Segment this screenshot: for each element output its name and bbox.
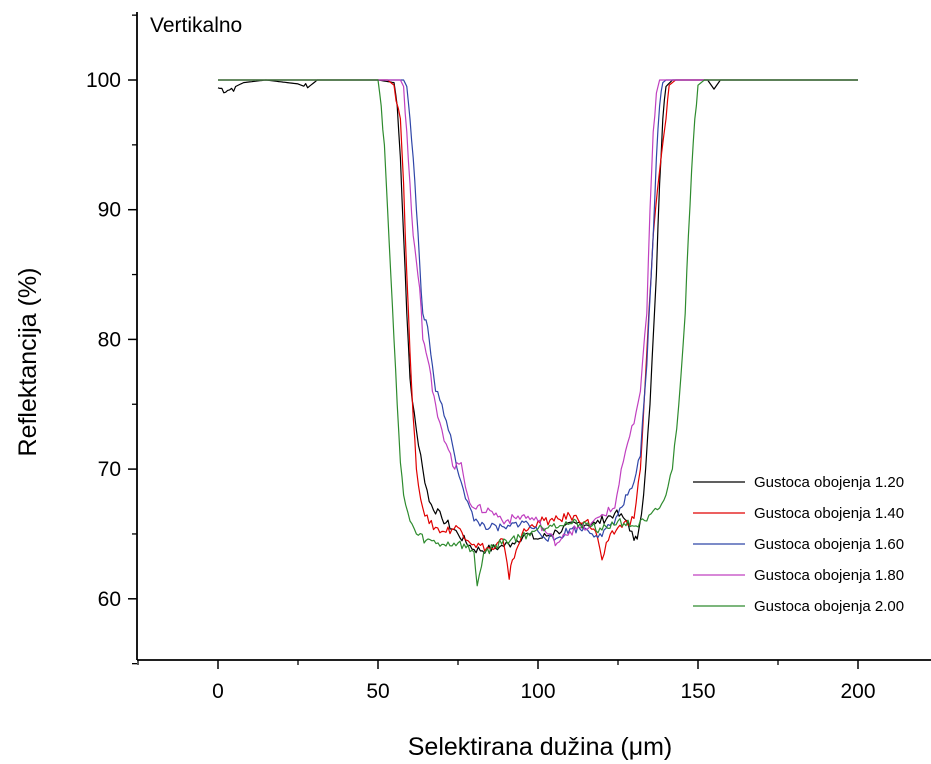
y-tick-label: 70	[98, 458, 121, 481]
y-tick-label: 80	[98, 328, 121, 351]
legend: Gustoca obojenja 1.20 Gustoca obojenja 1.…	[693, 474, 904, 615]
legend-label: Gustoca obojenja 1.60	[754, 536, 904, 553]
series-line-5	[218, 79, 858, 587]
y-axis-title: Reflektancija (%)	[14, 268, 42, 457]
y-tick-label: 60	[98, 588, 121, 611]
y-axis-ticks: 60 70 80 90 100	[86, 14, 137, 665]
legend-label: Gustoca obojenja 2.00	[754, 598, 904, 615]
x-tick-label: 150	[680, 680, 715, 703]
x-tick-label: 0	[212, 680, 224, 703]
y-tick-label: 100	[86, 69, 121, 92]
y-axis: 60 70 80 90 100	[86, 12, 138, 665]
x-axis: 0 50 100 150 200	[137, 659, 931, 703]
x-axis-title: Selektirana dužina (μm)	[408, 733, 673, 761]
x-tick-label: 50	[366, 680, 389, 703]
legend-label: Gustoca obojenja 1.80	[754, 567, 904, 584]
y-tick-label: 90	[98, 199, 121, 222]
series-lines	[217, 79, 858, 587]
x-tick-label: 200	[840, 680, 875, 703]
legend-label: Gustoca obojenja 1.20	[754, 474, 904, 491]
chart-annotation: Vertikalno	[150, 14, 242, 37]
legend-label: Gustoca obojenja 1.40	[754, 505, 904, 522]
series-line-3	[218, 79, 858, 542]
x-tick-label: 100	[520, 680, 555, 703]
x-axis-ticks: 0 50 100 150 200	[137, 660, 876, 703]
